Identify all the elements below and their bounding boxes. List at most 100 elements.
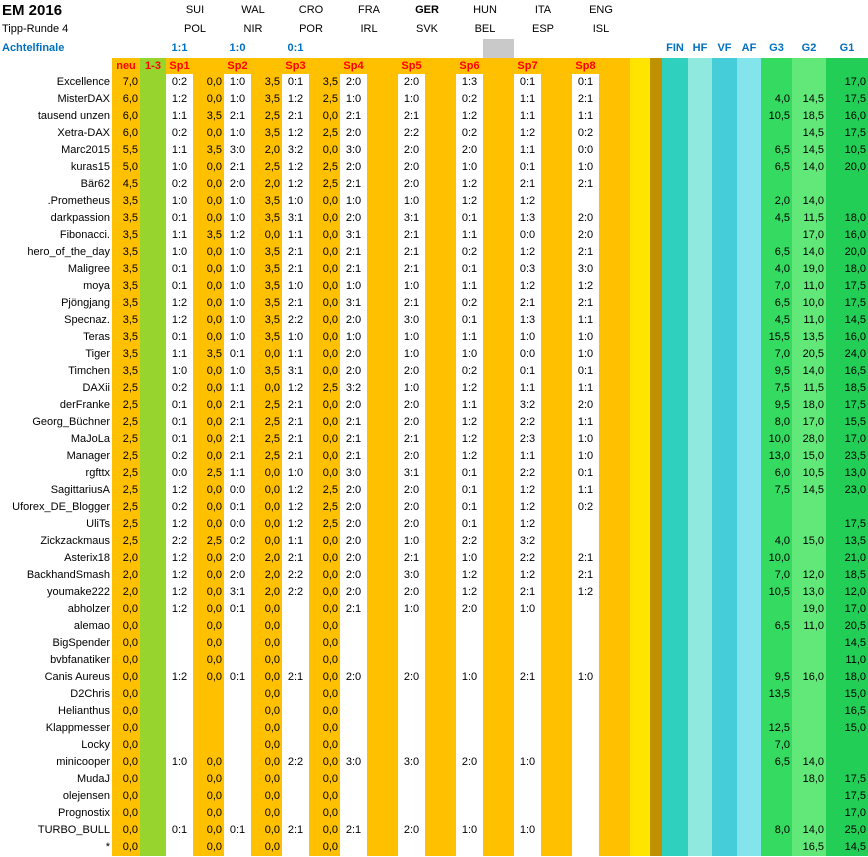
match-home-team[interactable]: ITA — [534, 3, 552, 16]
points-cell[interactable]: 0,0 — [251, 720, 282, 737]
range-cell[interactable] — [140, 363, 166, 380]
tip-cell[interactable] — [398, 686, 425, 703]
tip-cell[interactable]: 2:1 — [229, 416, 246, 428]
stage-cell[interactable] — [650, 125, 662, 142]
stage-cell[interactable] — [650, 448, 662, 465]
stage-cell[interactable] — [737, 363, 761, 380]
points-cell[interactable]: 0,0 — [251, 227, 282, 244]
match-away-team[interactable]: BEL — [474, 23, 496, 35]
tip-cell[interactable]: 2:0 — [345, 399, 362, 411]
tip-cell[interactable] — [514, 720, 541, 737]
tip-cell[interactable]: 2:1 — [229, 161, 246, 173]
tip-cell[interactable]: 0:1 — [171, 331, 188, 343]
stage-cell[interactable] — [712, 499, 737, 516]
g2-points[interactable]: 15,0 — [792, 448, 826, 465]
match-away-team[interactable]: POR — [299, 23, 323, 35]
player-name[interactable]: Prognostix — [58, 807, 110, 819]
g2-points[interactable]: 14,0 — [792, 159, 826, 176]
points-cell[interactable]: 0,0 — [193, 397, 224, 414]
stage-cell[interactable] — [737, 516, 761, 533]
spacer-cell[interactable] — [688, 20, 712, 39]
points-cell[interactable] — [599, 380, 630, 397]
g1-points[interactable]: 17,5 — [826, 516, 868, 533]
stage-cell[interactable] — [688, 652, 712, 669]
points-cell[interactable] — [599, 805, 630, 822]
points-cell[interactable]: 0,0 — [193, 261, 224, 278]
g2-points[interactable]: 13,0 — [792, 584, 826, 601]
stage-cell[interactable] — [712, 227, 737, 244]
tip-cell[interactable] — [398, 788, 425, 805]
g2-points[interactable] — [792, 516, 826, 533]
g3-points[interactable]: 13,0 — [761, 448, 792, 465]
points-cell[interactable] — [425, 669, 456, 686]
points-cell[interactable]: 2,5 — [309, 482, 340, 499]
tip-cell[interactable]: 2:1 — [403, 433, 420, 445]
points-cell[interactable] — [541, 193, 572, 210]
tip-cell[interactable]: 1:1 — [519, 450, 536, 462]
points-cell[interactable] — [425, 499, 456, 516]
points-cell[interactable] — [425, 448, 456, 465]
tip-cell[interactable]: 1:2 — [519, 195, 536, 207]
tip-cell[interactable]: 1:2 — [287, 127, 304, 139]
col-header-sp[interactable]: Sp8 — [572, 58, 599, 74]
tip-cell[interactable]: 2:0 — [345, 552, 362, 564]
g3-points[interactable] — [761, 74, 792, 91]
stage-cell[interactable] — [688, 567, 712, 584]
tip-cell[interactable]: 2:0 — [345, 314, 362, 326]
points-cell[interactable] — [367, 125, 398, 142]
points-cell[interactable] — [367, 822, 398, 839]
stage-cell[interactable] — [650, 142, 662, 159]
range-cell[interactable] — [140, 278, 166, 295]
tip-cell[interactable] — [514, 686, 541, 703]
g2-points[interactable]: 20,5 — [792, 346, 826, 363]
points-cell[interactable]: 0,0 — [251, 482, 282, 499]
tip-cell[interactable]: 2:1 — [345, 603, 362, 615]
points-cell[interactable] — [483, 499, 514, 516]
tip-cell[interactable]: 1:0 — [171, 246, 188, 258]
points-cell[interactable]: 0,0 — [193, 754, 224, 771]
points-cell[interactable] — [425, 805, 456, 822]
range-cell[interactable] — [140, 261, 166, 278]
points-cell[interactable] — [367, 516, 398, 533]
round-name[interactable]: Tipp-Runde 4 — [2, 23, 69, 35]
tip-cell[interactable] — [224, 703, 251, 720]
neu-points[interactable]: 6,0 — [112, 108, 140, 125]
player-name[interactable]: Asterix18 — [64, 552, 110, 564]
tip-cell[interactable]: 1:2 — [287, 382, 304, 394]
stage-cell[interactable] — [630, 584, 650, 601]
range-cell[interactable] — [140, 788, 166, 805]
points-cell[interactable] — [483, 227, 514, 244]
g2-points[interactable]: 11,0 — [792, 312, 826, 329]
points-cell[interactable]: 0,0 — [309, 312, 340, 329]
stage-cell[interactable] — [712, 754, 737, 771]
tip-cell[interactable] — [572, 771, 599, 788]
tip-cell[interactable]: 1:0 — [577, 161, 594, 173]
points-cell[interactable] — [367, 363, 398, 380]
stage-cell[interactable] — [737, 193, 761, 210]
tip-cell[interactable]: 0:2 — [461, 127, 478, 139]
tip-cell[interactable] — [514, 703, 541, 720]
player-name[interactable]: Pjöngjang — [61, 297, 110, 309]
points-cell[interactable] — [599, 244, 630, 261]
range-cell[interactable] — [140, 193, 166, 210]
stage-cell[interactable] — [688, 142, 712, 159]
stage-cell[interactable] — [688, 839, 712, 856]
player-name[interactable]: * — [105, 841, 110, 853]
points-cell[interactable] — [599, 601, 630, 618]
tip-cell[interactable] — [572, 635, 599, 652]
neu-points[interactable]: 5,0 — [112, 159, 140, 176]
tip-cell[interactable]: 1:3 — [519, 212, 536, 224]
points-cell[interactable] — [367, 159, 398, 176]
g3-points[interactable]: 6,5 — [761, 754, 792, 771]
g2-points[interactable]: 19,0 — [792, 261, 826, 278]
tip-cell[interactable] — [398, 703, 425, 720]
points-cell[interactable] — [599, 499, 630, 516]
points-cell[interactable] — [367, 312, 398, 329]
tip-cell[interactable] — [572, 788, 599, 805]
range-cell[interactable] — [140, 635, 166, 652]
spacer-cell[interactable] — [367, 58, 398, 74]
neu-points[interactable]: 0,0 — [112, 703, 140, 720]
neu-points[interactable]: 2,5 — [112, 516, 140, 533]
points-cell[interactable]: 0,0 — [309, 754, 340, 771]
range-cell[interactable] — [140, 91, 166, 108]
